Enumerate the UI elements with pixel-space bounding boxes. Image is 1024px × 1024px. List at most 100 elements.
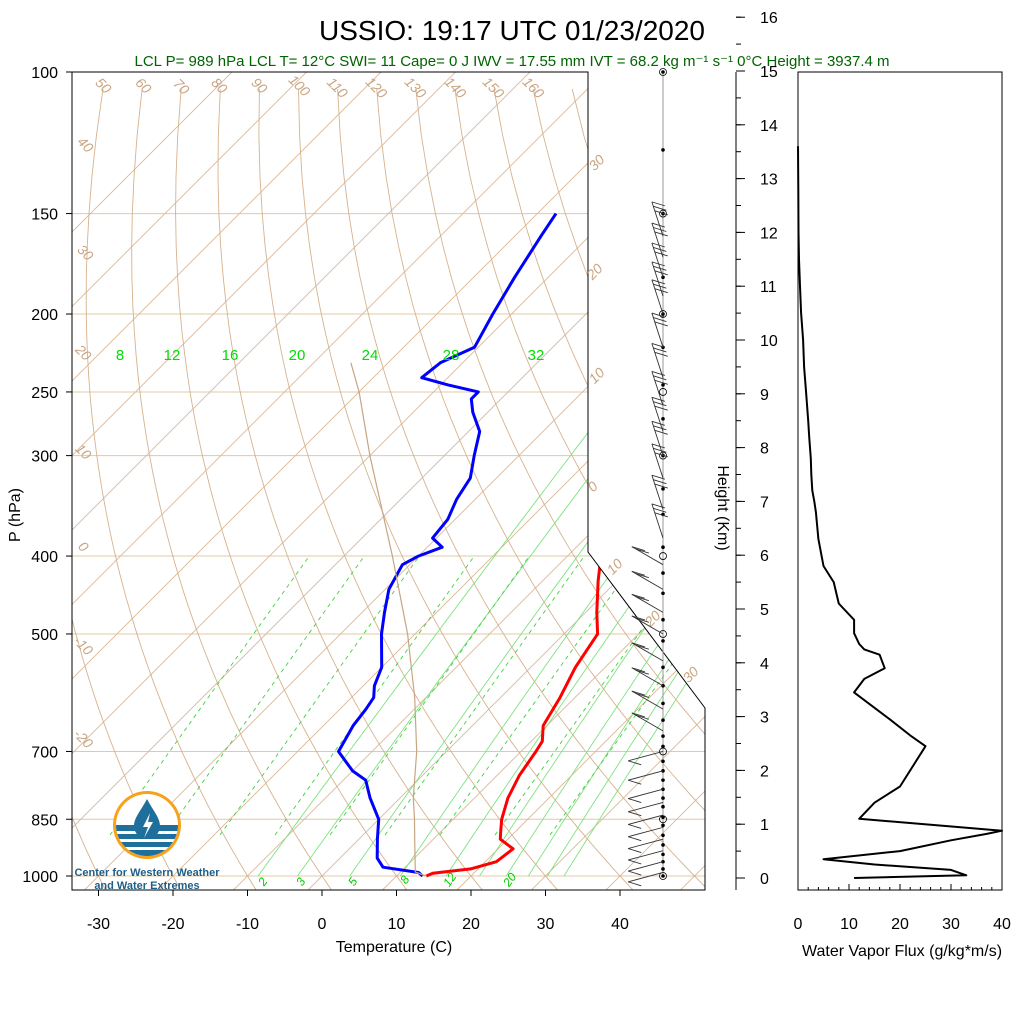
isotherm-line bbox=[81, 72, 705, 890]
wind-barb-feather bbox=[654, 452, 668, 458]
wind-barb-feather bbox=[628, 859, 642, 865]
dry-adiabat-label: 130 bbox=[402, 74, 430, 102]
flux-tick-label: 10 bbox=[840, 916, 858, 933]
skewt-labels: 50 60 70 80 90 100 110 120 130 140 150 160403020100… bbox=[71, 72, 702, 890]
height-tick-label: 12 bbox=[760, 225, 778, 242]
flux-tick-label: 0 bbox=[794, 916, 803, 933]
dry-adiabat-line bbox=[337, 88, 705, 890]
mixing-ratio-label: 20 bbox=[289, 347, 306, 364]
wind-level-dot bbox=[661, 487, 665, 491]
wind-level-dot bbox=[661, 744, 665, 749]
dry-adiabat-line bbox=[454, 88, 705, 890]
wind-level-dot bbox=[661, 545, 665, 550]
wind-barb-feather bbox=[654, 405, 668, 411]
flux-tick-label: 20 bbox=[891, 916, 909, 933]
calm-wind-circle bbox=[659, 747, 667, 756]
isotherm-label: 30 bbox=[679, 663, 701, 685]
wind-barb bbox=[628, 814, 664, 829]
isotherm-label: -20 bbox=[71, 726, 97, 752]
dry-adiabat-line bbox=[807, 89, 1024, 893]
isotherm-label: 0 bbox=[584, 478, 601, 495]
wind-barb-feather bbox=[635, 617, 650, 623]
wind-barb-feather bbox=[651, 222, 666, 228]
wind-level-dot bbox=[661, 759, 665, 764]
isotherm-line bbox=[72, 72, 400, 890]
wind-level-dot bbox=[661, 275, 665, 280]
y-axis-label: P (hPa) bbox=[7, 488, 24, 542]
isotherm-label: 10 bbox=[585, 364, 607, 386]
moist-guide-line bbox=[549, 554, 705, 836]
pressure-tick-label: 850 bbox=[31, 812, 58, 829]
wind-barb-feather bbox=[653, 425, 667, 431]
dry-adiabat-label: 140 bbox=[442, 74, 470, 102]
cw3e-logo: Center for Western Weather and Water Ext… bbox=[74, 791, 220, 892]
wind-barb bbox=[628, 826, 664, 842]
wind-barb bbox=[631, 690, 664, 710]
mixing-ratio-line bbox=[297, 362, 676, 877]
isotherm-line bbox=[528, 72, 705, 890]
isotherm-line bbox=[752, 54, 1024, 893]
height-tick-label: 7 bbox=[760, 494, 769, 511]
wind-barb-feather bbox=[628, 760, 642, 766]
wind-level-dot bbox=[661, 823, 665, 828]
height-tick-label: 3 bbox=[760, 710, 769, 727]
pressure-tick-label: 1000 bbox=[22, 869, 58, 886]
mixing-ratio-label: 8 bbox=[397, 873, 412, 887]
height-tick-label: 2 bbox=[760, 763, 769, 780]
chart-title: USSIO: 19:17 UTC 01/23/2020 bbox=[319, 15, 705, 46]
x-axis-label: Temperature (C) bbox=[336, 939, 452, 956]
calm-wind-circle bbox=[659, 68, 667, 76]
wind-barb-staff bbox=[651, 503, 664, 539]
wind-barb bbox=[631, 593, 664, 613]
flux-frame bbox=[797, 71, 1003, 891]
temperature-tick-label: 10 bbox=[388, 916, 406, 933]
wind-barb-staff bbox=[651, 397, 664, 432]
wind-barb-feather bbox=[635, 714, 650, 720]
wind-barb-feather bbox=[628, 870, 642, 876]
mixing-ratio-lines bbox=[109, 362, 705, 877]
wind-barb bbox=[631, 667, 664, 687]
moist-guide-line bbox=[439, 554, 641, 836]
wind-barb-feather bbox=[628, 811, 642, 817]
wind-barb bbox=[651, 312, 668, 348]
wind-level-dot bbox=[661, 312, 665, 316]
dry-adiabat-lines bbox=[72, 88, 1024, 893]
isotherm-label: 30 bbox=[585, 151, 607, 173]
wind-barb bbox=[651, 396, 668, 432]
pressure-tick-label: 500 bbox=[31, 627, 58, 644]
wind-barb bbox=[651, 222, 668, 258]
wind-barb-staff bbox=[628, 850, 664, 861]
wind-barb bbox=[628, 861, 664, 876]
mixing-ratio-line bbox=[445, 362, 705, 877]
dry-adiabat-line bbox=[532, 88, 705, 890]
wind-barb-feather bbox=[654, 483, 668, 489]
height-tick-label: 1 bbox=[760, 817, 769, 834]
height-tick-label: 11 bbox=[760, 279, 777, 296]
wind-barb-feather bbox=[651, 370, 666, 376]
mixing-ratio-line bbox=[479, 362, 705, 877]
dry-adiabat-label: 50 bbox=[92, 74, 114, 96]
mixing-ratio-label: 24 bbox=[362, 347, 379, 364]
wind-barb-feather bbox=[654, 231, 668, 237]
wind-barb-staff bbox=[651, 312, 664, 348]
wind-level-dot bbox=[661, 852, 665, 857]
wind-level-dot bbox=[661, 796, 665, 800]
height-tick-label: 15 bbox=[760, 64, 778, 81]
wind-barb-staff bbox=[651, 242, 664, 278]
wind-barb-feather bbox=[654, 351, 668, 357]
pressure-tick-label: 250 bbox=[31, 385, 58, 402]
wind-level-dot bbox=[661, 874, 665, 878]
wind-barb bbox=[628, 801, 664, 817]
wind-barb-feather bbox=[635, 596, 650, 602]
flux-line bbox=[797, 146, 1003, 879]
mixing-ratio-label: 16 bbox=[222, 347, 239, 364]
wind-barb-feather bbox=[651, 242, 666, 248]
wind-barb-feather bbox=[653, 227, 667, 232]
wind-level-dot bbox=[661, 617, 665, 622]
pressure-tick-label: 400 bbox=[31, 549, 58, 566]
isotherm-line bbox=[72, 72, 325, 890]
wind-barb-feather bbox=[651, 474, 666, 480]
mixing-ratio-line bbox=[399, 362, 705, 877]
